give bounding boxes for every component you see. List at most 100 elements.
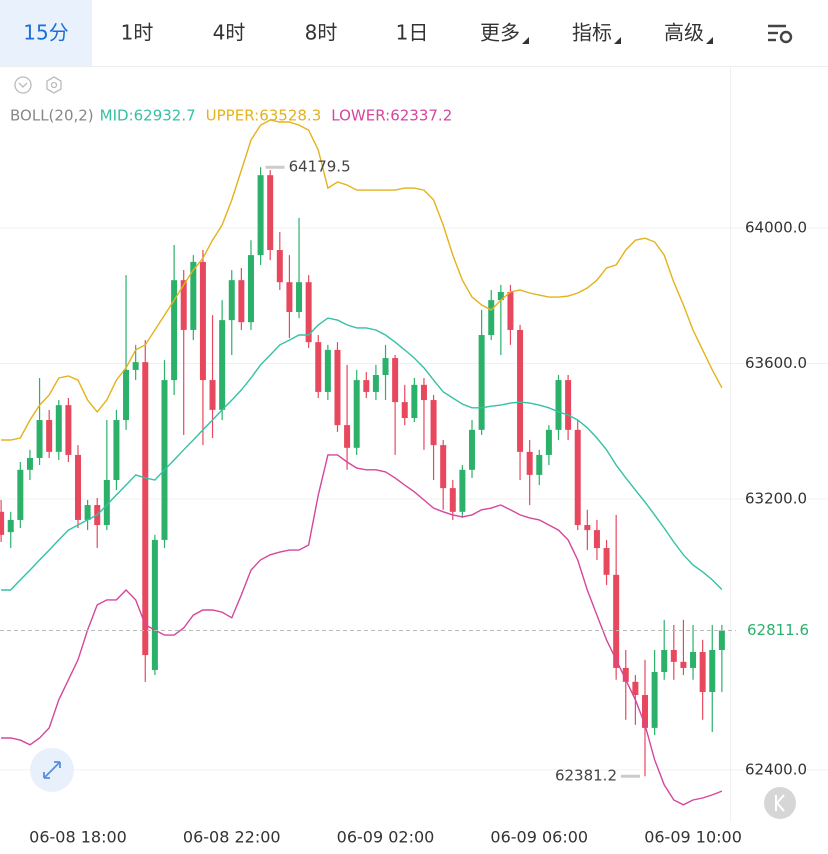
tab-menu-arrow bbox=[522, 37, 529, 44]
y-tick-label: 62400.0 bbox=[745, 760, 807, 778]
candle-body bbox=[641, 695, 648, 728]
candle-body bbox=[113, 420, 120, 480]
tab[interactable]: 15分 bbox=[23, 21, 68, 45]
candle-body bbox=[17, 469, 24, 520]
candle-body bbox=[247, 255, 254, 323]
candle-body bbox=[584, 525, 591, 531]
candle-body bbox=[0, 511, 5, 535]
candle-body bbox=[497, 292, 504, 301]
tab[interactable]: 高级 bbox=[664, 21, 704, 45]
candle-body bbox=[190, 261, 197, 330]
candle-body bbox=[363, 380, 370, 392]
candle-body bbox=[459, 469, 466, 512]
candle-body bbox=[151, 539, 158, 670]
candle-body bbox=[344, 425, 351, 448]
indicator-name: BOLL(20,2) bbox=[10, 107, 94, 125]
tab[interactable]: 更多 bbox=[480, 21, 520, 45]
x-tick-label: 06-09 02:00 bbox=[337, 828, 435, 847]
candle-body bbox=[536, 454, 543, 475]
tab[interactable]: 1日 bbox=[396, 21, 429, 45]
scroll-latest-button[interactable] bbox=[764, 787, 796, 819]
x-tick-label: 06-09 06:00 bbox=[490, 828, 588, 847]
candle-body bbox=[257, 175, 264, 256]
last-price-label: 62811.6 bbox=[747, 621, 809, 639]
candle-body bbox=[382, 358, 389, 375]
tab[interactable]: 1时 bbox=[121, 21, 154, 45]
collapse-icon-arrow bbox=[18, 82, 28, 88]
candle-body bbox=[36, 420, 43, 458]
legend-entry: MID:62932.7 bbox=[100, 107, 196, 125]
candle-body bbox=[103, 479, 110, 526]
candle-body bbox=[699, 652, 706, 692]
plot: BOLL(20,2) MID:62932.7 UPPER:63528.3 LOWER:… bbox=[0, 107, 828, 847]
candle-body bbox=[478, 335, 485, 430]
candle-body bbox=[315, 342, 322, 392]
candle-body bbox=[430, 400, 437, 446]
candle-body bbox=[670, 649, 677, 662]
candle-body bbox=[690, 652, 697, 668]
candle-body bbox=[372, 374, 379, 392]
candle-body bbox=[324, 349, 331, 392]
candle-body bbox=[411, 384, 418, 419]
indicator-settings-icon[interactable] bbox=[46, 76, 62, 94]
candle-body bbox=[545, 429, 552, 455]
candle-body bbox=[305, 282, 312, 343]
tab-menu-arrow bbox=[614, 37, 621, 44]
candle-body bbox=[142, 362, 149, 656]
boll-line bbox=[1, 454, 723, 806]
candle-body bbox=[651, 672, 658, 728]
candle-body bbox=[26, 457, 33, 470]
candle-body bbox=[469, 429, 476, 470]
tab[interactable]: 4时 bbox=[213, 21, 246, 45]
candle-body bbox=[401, 402, 408, 419]
candle-body bbox=[84, 505, 91, 520]
boll-line bbox=[1, 317, 723, 591]
candle-body bbox=[526, 451, 533, 475]
candle-body bbox=[555, 380, 562, 430]
candle-body bbox=[55, 405, 62, 452]
max-label: 64179.5 bbox=[289, 158, 351, 176]
candle-body bbox=[296, 282, 303, 313]
candle-body bbox=[228, 280, 235, 321]
candle-body bbox=[449, 488, 456, 512]
candle-body bbox=[680, 661, 687, 668]
indicator-settings-dot bbox=[50, 81, 58, 89]
candle-body bbox=[171, 280, 178, 381]
last-price-bg bbox=[738, 619, 828, 642]
min-label: 62381.2 bbox=[555, 767, 617, 785]
y-tick-label: 63200.0 bbox=[745, 489, 807, 507]
candle-body bbox=[334, 349, 341, 426]
candle-body bbox=[65, 405, 72, 455]
candle-body bbox=[209, 380, 216, 410]
x-tick-label: 06-08 22:00 bbox=[183, 828, 281, 847]
candle-body bbox=[420, 384, 427, 401]
candle-body bbox=[440, 445, 447, 489]
candle-body bbox=[219, 320, 226, 410]
tab[interactable]: 指标 bbox=[572, 21, 612, 45]
collapse-icon[interactable] bbox=[14, 76, 32, 94]
candle-body bbox=[267, 175, 274, 251]
x-tick-label: 06-09 10:00 bbox=[644, 828, 742, 847]
candle-body bbox=[180, 280, 187, 330]
candle-body bbox=[132, 362, 139, 370]
legend-entry: UPPER:63528.3 bbox=[206, 107, 322, 125]
candle-body bbox=[353, 380, 360, 448]
candle-body bbox=[565, 380, 572, 430]
candle-body bbox=[199, 261, 206, 381]
settings-icon[interactable] bbox=[768, 24, 793, 44]
candle-body bbox=[613, 574, 620, 668]
candle-body bbox=[603, 548, 610, 575]
candle-body bbox=[517, 329, 524, 452]
candle-body bbox=[507, 292, 514, 330]
candle-body bbox=[593, 530, 600, 549]
tab[interactable]: 8时 bbox=[305, 21, 338, 45]
candle-body bbox=[161, 380, 168, 540]
y-tick-label: 63600.0 bbox=[745, 354, 807, 372]
scroll-latest-icon bbox=[775, 794, 785, 812]
candle-body bbox=[709, 649, 716, 692]
candle-body bbox=[276, 250, 283, 283]
x-tick-label: 06-08 18:00 bbox=[29, 828, 127, 847]
candle-body bbox=[75, 454, 81, 520]
